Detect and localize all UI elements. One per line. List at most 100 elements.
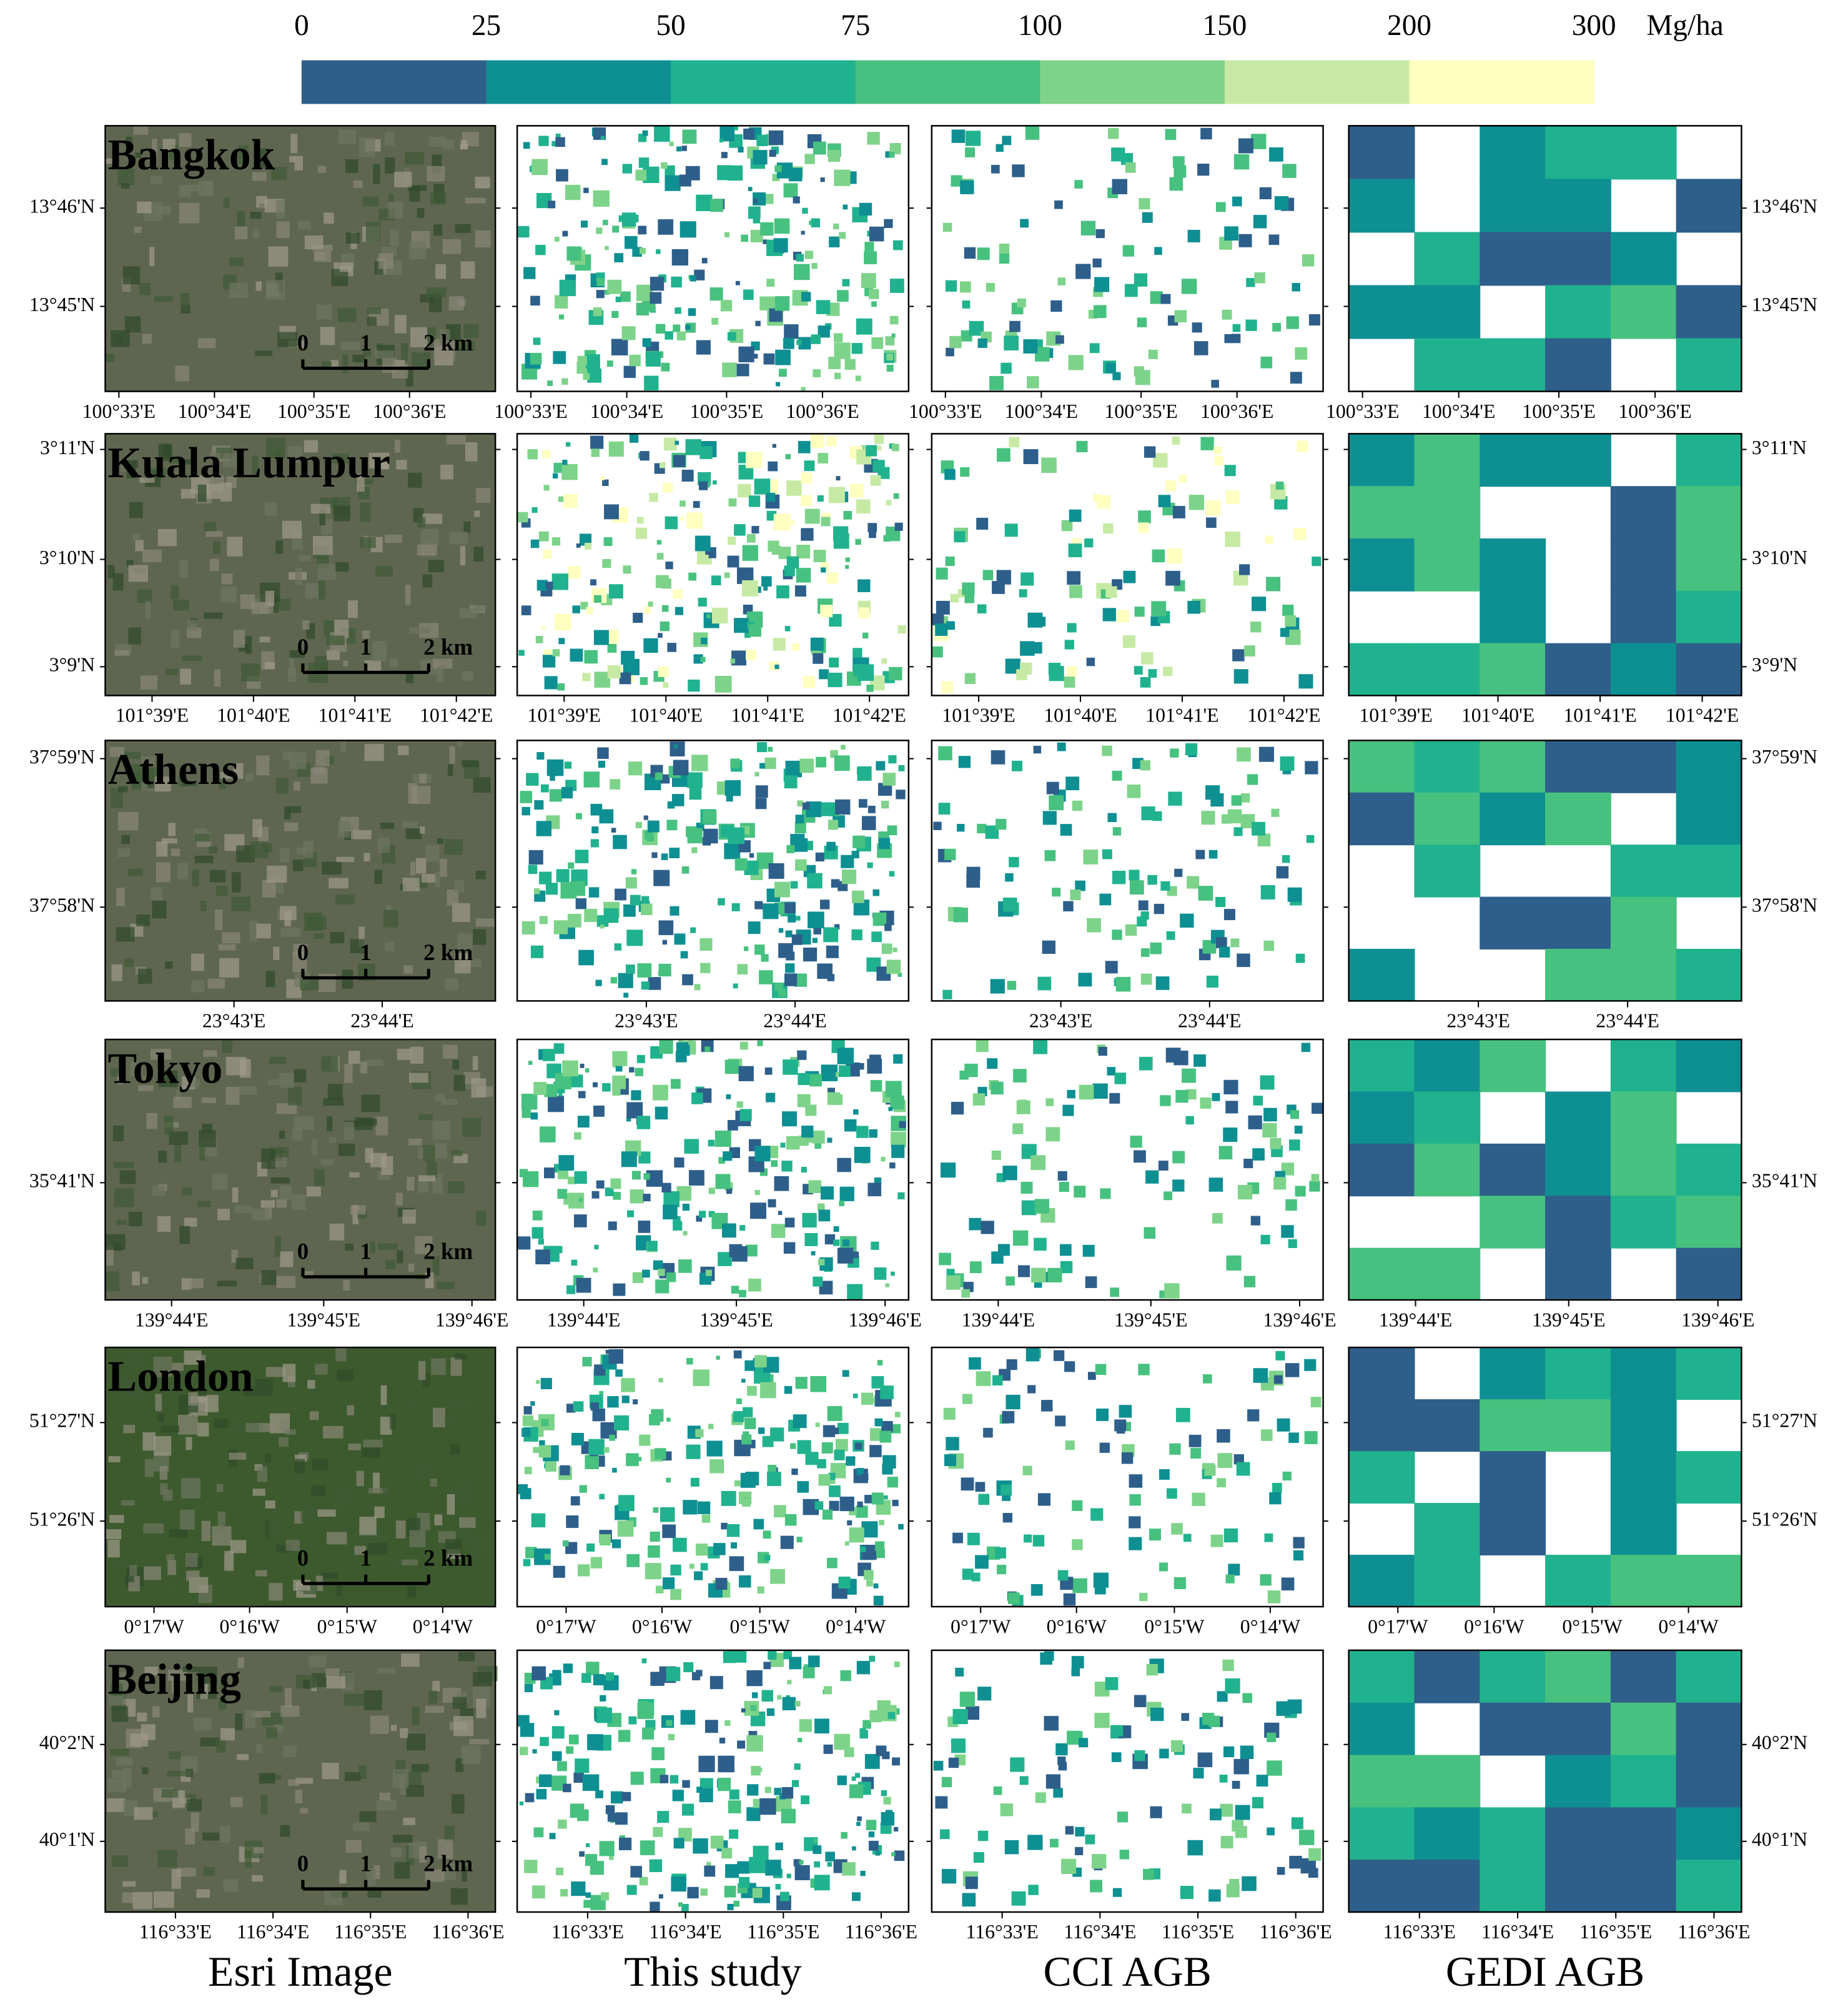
agb-pixel [813, 369, 821, 378]
lon-tick-label: 0°15'W [317, 1615, 377, 1637]
agb-pixel [733, 1900, 740, 1907]
agb-pixel [773, 513, 791, 531]
image-texture [182, 1666, 198, 1672]
agb-pixel [549, 1833, 556, 1840]
agb-cell [1676, 285, 1742, 339]
agb-pixel [935, 1796, 948, 1809]
agb-pixel [1280, 756, 1295, 771]
agb-pixel [697, 1501, 711, 1514]
agb-pixel [1272, 1482, 1282, 1493]
image-texture [379, 1792, 390, 1801]
agb-pixel [1192, 322, 1202, 333]
agb-pixel [1172, 436, 1180, 445]
agb-pixel [641, 896, 650, 904]
agb-pixel [539, 871, 552, 885]
agb-pixel [801, 387, 806, 392]
agb-pixel [768, 1464, 777, 1474]
image-texture [450, 1357, 462, 1376]
agb-pixel [693, 1838, 708, 1854]
agb-pixel [767, 1472, 781, 1486]
agb-pixel [834, 924, 840, 929]
agb-pixel [562, 459, 568, 465]
agb-pixel [636, 1116, 651, 1129]
image-texture [152, 1185, 166, 1196]
agb-pixel [1129, 1494, 1141, 1506]
agb-pixel [1041, 457, 1057, 473]
agb-pixel [689, 787, 702, 800]
image-texture [151, 887, 163, 900]
agb-pixel [1071, 1656, 1084, 1668]
agb-pixel [757, 1586, 764, 1594]
image-texture [465, 442, 478, 462]
image-texture [157, 528, 177, 547]
image-texture [180, 488, 196, 499]
agb-pixel [844, 1119, 857, 1132]
agb-pixel [1002, 1513, 1013, 1523]
agb-pixel [766, 492, 776, 502]
image-texture [239, 1086, 257, 1095]
agb-pixel [882, 773, 896, 786]
agb-pixel [867, 523, 877, 532]
agb-pixel [753, 216, 761, 224]
agb-pixel [796, 916, 801, 921]
agb-pixel [726, 1188, 733, 1194]
agb-pixel [661, 362, 670, 372]
image-texture [465, 197, 486, 204]
agb-pixel [527, 449, 538, 460]
agb-pixel [710, 199, 723, 212]
lat-tick-label: 51°26'N [29, 1508, 95, 1530]
lon-tick-label: 23°44'E [1178, 1010, 1242, 1032]
agb-pixel [1122, 635, 1135, 648]
agb-pixel [1170, 1740, 1183, 1752]
agb-pixel [551, 141, 557, 147]
agb-pixel [640, 451, 650, 461]
agb-pixel [1009, 320, 1020, 332]
lon-tick-label: 116°35'E [1579, 1921, 1652, 1943]
image-texture [418, 1175, 436, 1182]
agb-pixel [1224, 334, 1233, 344]
agb-pixel [774, 296, 790, 311]
agb-pixel [713, 480, 717, 485]
agb-pixel [1252, 1796, 1264, 1808]
agb-pixel [681, 866, 689, 874]
agb-pixel [703, 555, 709, 560]
scale-bar-label: 1 [360, 1239, 371, 1264]
agb-pixel [1181, 1713, 1189, 1721]
agb-pixel [601, 1892, 610, 1901]
agb-cell [1676, 845, 1742, 898]
image-texture [410, 1046, 423, 1064]
image-texture [407, 1587, 417, 1598]
image-texture [344, 1693, 364, 1706]
agb-pixel [977, 338, 987, 349]
image-texture [143, 1523, 164, 1534]
agb-pixel [640, 677, 648, 685]
agb-pixel [1094, 1713, 1110, 1728]
agb-pixel [755, 798, 767, 810]
agb-pixel [959, 1692, 976, 1707]
agb-pixel [530, 295, 540, 306]
agb-pixel [976, 517, 989, 530]
image-texture [363, 348, 371, 357]
image-texture [433, 224, 443, 236]
agb-cell [1610, 1091, 1677, 1144]
agb-pixel [1233, 154, 1250, 170]
agb-pixel [784, 1514, 797, 1526]
agb-pixel [1027, 612, 1043, 628]
agb-pixel [520, 791, 533, 803]
image-texture [448, 532, 468, 545]
agb-pixel [531, 1513, 546, 1528]
agb-pixel [555, 137, 565, 147]
agb-pixel [724, 780, 741, 796]
agb-pixel [761, 1690, 774, 1702]
agb-pixel [1139, 198, 1150, 210]
image-texture [472, 1056, 478, 1071]
agb-pixel [989, 375, 1004, 390]
agb-pixel [676, 1042, 690, 1056]
agb-pixel [553, 351, 566, 364]
image-texture [293, 1472, 303, 1480]
agb-pixel [1063, 901, 1074, 912]
column-title: Esri Image [208, 1948, 393, 1995]
agb-pixel [586, 1543, 595, 1552]
agb-pixel [1165, 129, 1177, 141]
